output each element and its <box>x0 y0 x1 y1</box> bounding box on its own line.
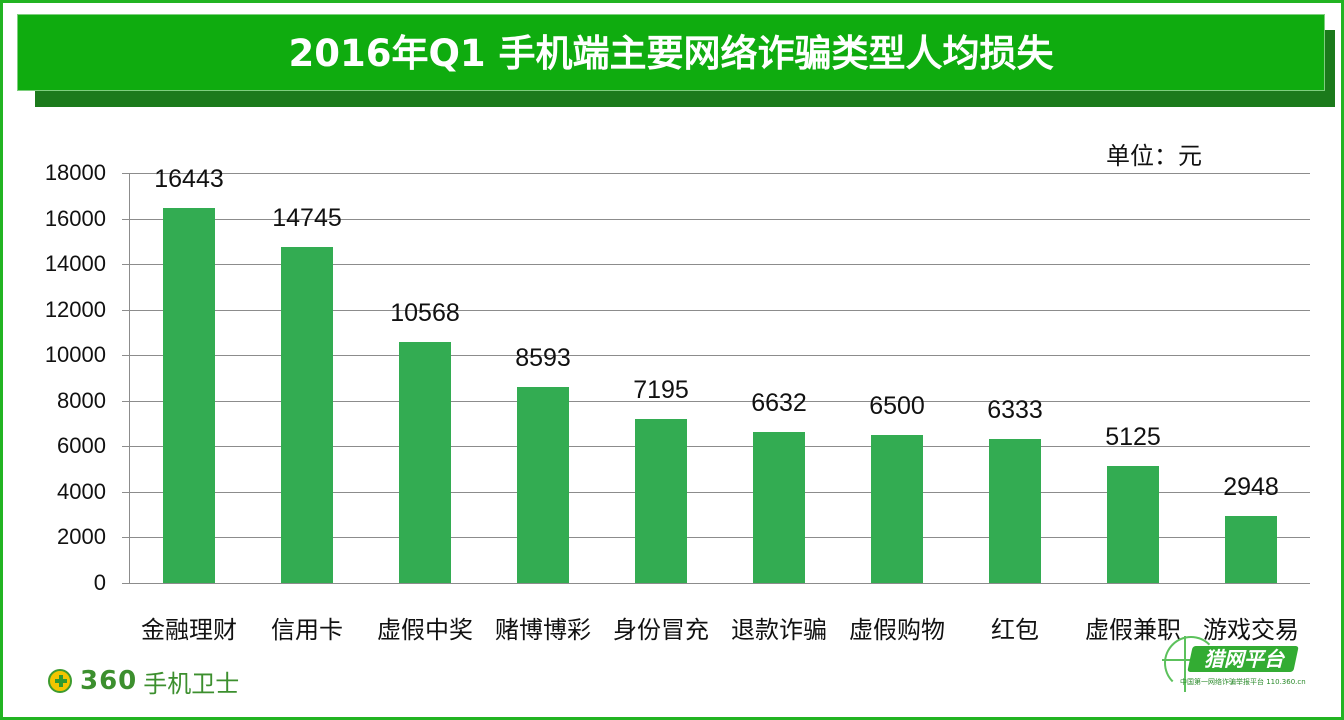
crosshair-v-icon <box>1184 636 1186 692</box>
bar-value-label: 2948 <box>1223 472 1279 501</box>
bar <box>871 434 923 583</box>
x-category-label: 退款诈骗 <box>731 616 827 644</box>
360-shield-plus-icon <box>48 669 72 693</box>
y-tick-label: 0 <box>93 570 106 595</box>
bar <box>753 431 805 583</box>
x-category-label: 身份冒充 <box>613 616 709 644</box>
y-tick-label: 12000 <box>44 297 106 322</box>
partner-logo-liewang: 猎网平台 中国第一网络诈骗举报平台 110.360.cn <box>1162 636 1312 696</box>
unit-label: 单位：元 <box>1106 142 1202 170</box>
y-tick-label: 8000 <box>57 388 106 413</box>
x-category-label: 虚假中奖 <box>377 616 473 644</box>
bar-value-label: 6333 <box>987 395 1043 424</box>
bar <box>635 419 687 583</box>
gridline <box>122 583 1310 584</box>
y-tick-label: 10000 <box>44 342 106 367</box>
gridline <box>122 310 1310 311</box>
bar <box>399 342 451 583</box>
crosshair-h-icon <box>1162 659 1202 661</box>
bar-value-label: 7195 <box>633 376 689 405</box>
gridline <box>122 446 1310 447</box>
bar-value-label: 10568 <box>390 299 460 328</box>
gridline <box>122 173 1310 174</box>
gridline <box>122 537 1310 538</box>
brand-name: 手机卫士 <box>143 669 240 698</box>
y-tick-label: 16000 <box>44 206 106 231</box>
brand-logo-360: 360 手机卫士 <box>48 664 239 698</box>
gridline <box>122 219 1310 220</box>
x-category-label: 赌博博彩 <box>495 616 591 644</box>
bar-value-label: 6632 <box>751 388 807 417</box>
y-tick-label: 18000 <box>44 160 106 185</box>
bar <box>517 387 569 583</box>
x-category-label: 虚假购物 <box>849 616 945 644</box>
crosshair-ring-icon <box>1164 636 1218 690</box>
y-axis-line <box>129 173 130 584</box>
bar <box>163 208 215 583</box>
gridline <box>122 355 1310 356</box>
bar-value-label: 6500 <box>869 391 925 420</box>
bar-value-label: 5125 <box>1105 423 1161 452</box>
chart-title: 2016年Q1 手机端主要网络诈骗类型人均损失 <box>288 32 1054 75</box>
bar <box>989 438 1041 583</box>
gridline <box>122 264 1310 265</box>
title-banner: 2016年Q1 手机端主要网络诈骗类型人均损失 <box>17 14 1325 91</box>
y-tick-label: 4000 <box>57 479 106 504</box>
x-category-label: 红包 <box>991 616 1039 644</box>
bar-value-label: 8593 <box>515 344 571 373</box>
bar <box>1225 515 1277 583</box>
brand-number: 360 <box>80 666 138 696</box>
x-category-label: 信用卡 <box>271 616 343 644</box>
partner-subtitle: 中国第一网络诈骗举报平台 110.360.cn <box>1180 678 1306 686</box>
partner-name: 猎网平台 <box>1204 647 1284 671</box>
y-tick-label: 14000 <box>44 251 106 276</box>
bar <box>281 247 333 583</box>
x-category-label: 金融理财 <box>141 616 237 644</box>
gridline <box>122 492 1310 493</box>
x-category-label: 虚假兼职 <box>1085 616 1181 644</box>
bar <box>1107 466 1159 583</box>
y-tick-label: 6000 <box>57 433 106 458</box>
y-tick-label: 2000 <box>57 524 106 549</box>
bar-value-label: 16443 <box>154 165 224 194</box>
gridline <box>122 401 1310 402</box>
x-category-label: 游戏交易 <box>1203 616 1299 644</box>
bar-value-label: 14745 <box>272 204 342 233</box>
